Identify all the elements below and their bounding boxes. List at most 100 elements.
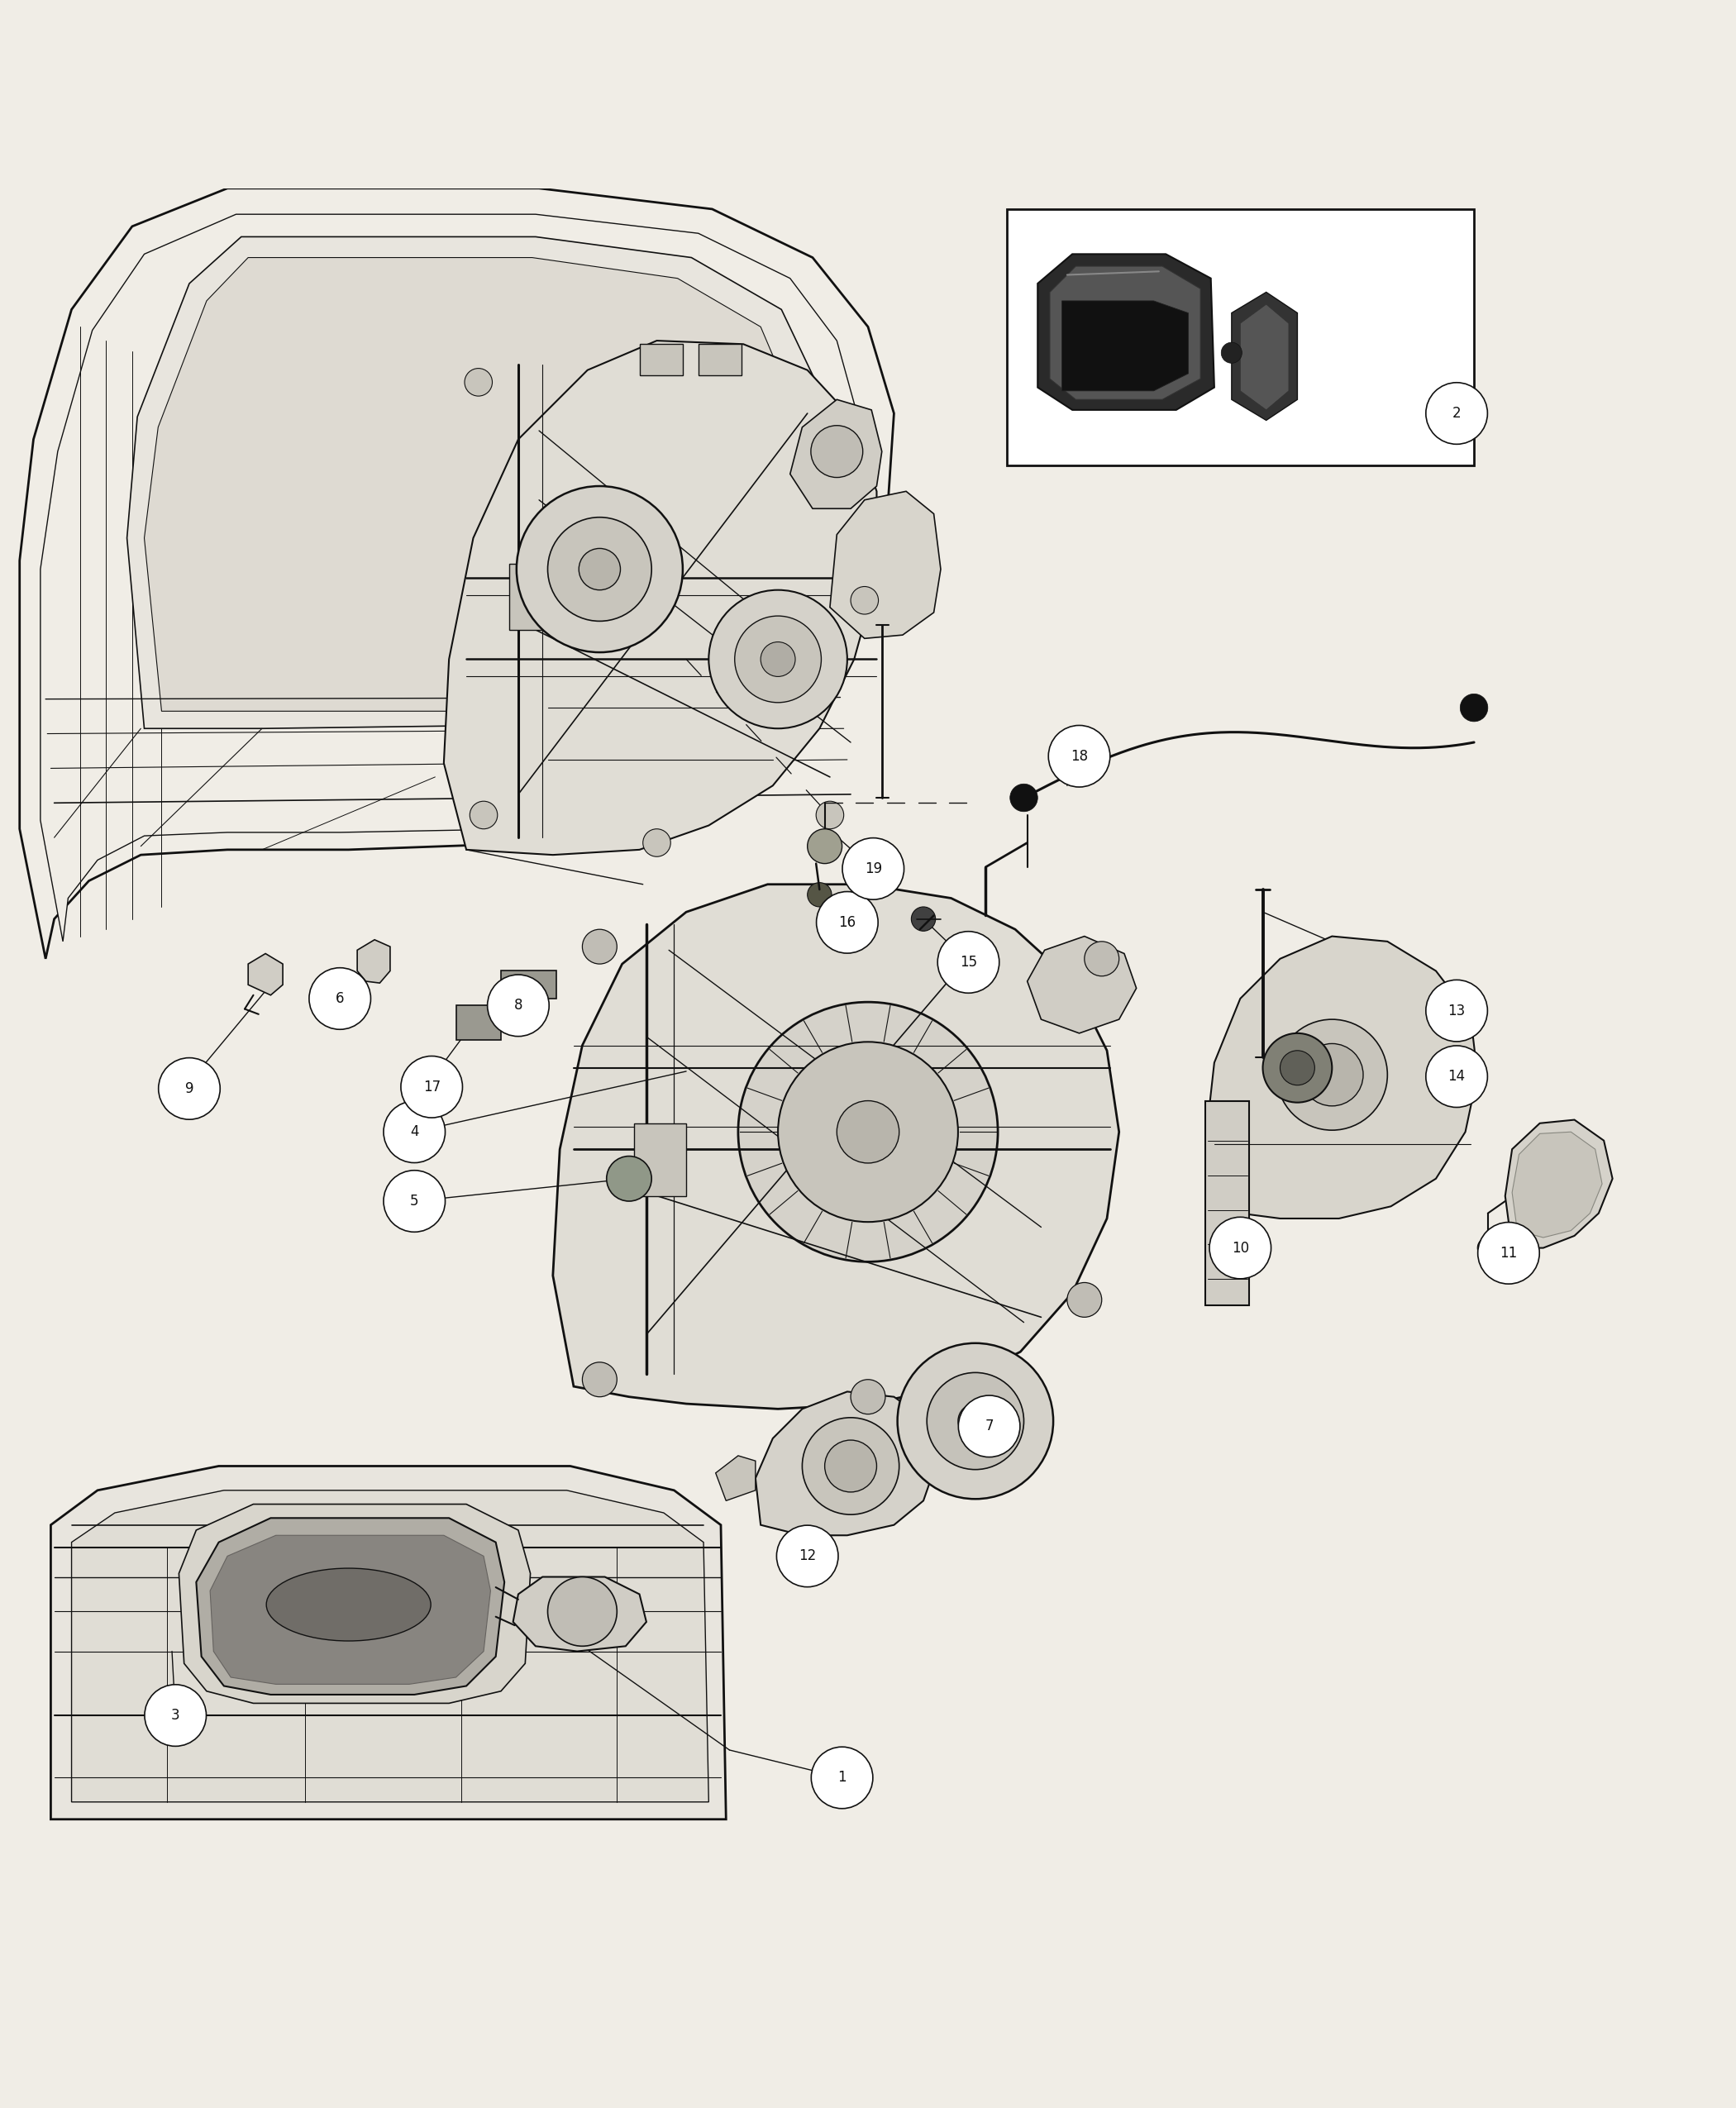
Circle shape bbox=[708, 590, 847, 729]
Circle shape bbox=[465, 369, 493, 396]
Polygon shape bbox=[552, 885, 1120, 1408]
Polygon shape bbox=[210, 1535, 491, 1684]
Circle shape bbox=[927, 1372, 1024, 1469]
Circle shape bbox=[1425, 382, 1488, 445]
Circle shape bbox=[1068, 1282, 1102, 1318]
Circle shape bbox=[802, 1417, 899, 1514]
Circle shape bbox=[1477, 1223, 1540, 1284]
Polygon shape bbox=[127, 236, 816, 729]
Circle shape bbox=[811, 426, 863, 476]
Text: 15: 15 bbox=[960, 955, 977, 970]
Circle shape bbox=[811, 1748, 873, 1809]
Text: 10: 10 bbox=[1231, 1240, 1248, 1256]
Ellipse shape bbox=[266, 1568, 431, 1640]
Polygon shape bbox=[755, 1391, 937, 1535]
Circle shape bbox=[384, 1170, 444, 1231]
Circle shape bbox=[1262, 1033, 1332, 1102]
Polygon shape bbox=[358, 940, 391, 982]
Polygon shape bbox=[1205, 936, 1477, 1218]
Circle shape bbox=[582, 930, 616, 963]
Circle shape bbox=[547, 1577, 616, 1646]
Bar bbox=[1205, 1100, 1248, 1305]
Polygon shape bbox=[1062, 301, 1189, 390]
Polygon shape bbox=[144, 257, 790, 710]
Text: 1: 1 bbox=[838, 1771, 847, 1785]
Polygon shape bbox=[1505, 1119, 1613, 1248]
Bar bbox=[1007, 209, 1474, 466]
Circle shape bbox=[851, 1379, 885, 1414]
Circle shape bbox=[776, 1526, 838, 1587]
Polygon shape bbox=[715, 1457, 755, 1501]
Text: 12: 12 bbox=[799, 1549, 816, 1564]
Circle shape bbox=[309, 968, 372, 1029]
Text: 13: 13 bbox=[1448, 1003, 1465, 1018]
Polygon shape bbox=[514, 1577, 646, 1651]
Bar bbox=[510, 565, 550, 630]
Circle shape bbox=[837, 1100, 899, 1164]
Circle shape bbox=[898, 1343, 1054, 1499]
Circle shape bbox=[1276, 1020, 1387, 1130]
Circle shape bbox=[470, 801, 498, 828]
Circle shape bbox=[606, 1155, 651, 1202]
Text: 2: 2 bbox=[1453, 407, 1462, 422]
Text: 14: 14 bbox=[1448, 1069, 1465, 1084]
Circle shape bbox=[517, 487, 682, 651]
Text: 11: 11 bbox=[1500, 1246, 1517, 1261]
Text: 18: 18 bbox=[1071, 748, 1088, 763]
Polygon shape bbox=[50, 1465, 726, 1819]
Circle shape bbox=[582, 1362, 616, 1398]
Circle shape bbox=[1425, 980, 1488, 1041]
Circle shape bbox=[1425, 1046, 1488, 1107]
Polygon shape bbox=[830, 491, 941, 639]
Polygon shape bbox=[1038, 255, 1213, 409]
Text: 4: 4 bbox=[410, 1124, 418, 1138]
Text: 17: 17 bbox=[424, 1079, 441, 1094]
Text: 5: 5 bbox=[410, 1193, 418, 1208]
Circle shape bbox=[738, 1001, 998, 1263]
Polygon shape bbox=[1050, 266, 1200, 401]
Circle shape bbox=[1460, 694, 1488, 721]
Polygon shape bbox=[179, 1505, 531, 1703]
Circle shape bbox=[1085, 942, 1120, 976]
Circle shape bbox=[851, 586, 878, 613]
Circle shape bbox=[807, 828, 842, 864]
Polygon shape bbox=[1231, 293, 1297, 419]
Text: 3: 3 bbox=[172, 1707, 181, 1722]
Circle shape bbox=[1220, 341, 1241, 363]
Circle shape bbox=[1049, 725, 1109, 786]
Circle shape bbox=[911, 906, 936, 932]
Text: 6: 6 bbox=[335, 991, 344, 1006]
Text: 16: 16 bbox=[838, 915, 856, 930]
Circle shape bbox=[734, 616, 821, 702]
Circle shape bbox=[825, 1440, 877, 1492]
Polygon shape bbox=[790, 401, 882, 508]
Circle shape bbox=[642, 828, 670, 856]
Polygon shape bbox=[248, 953, 283, 995]
Polygon shape bbox=[1512, 1132, 1602, 1237]
Polygon shape bbox=[71, 1490, 708, 1802]
Circle shape bbox=[1279, 1050, 1314, 1086]
Circle shape bbox=[842, 837, 904, 900]
Circle shape bbox=[760, 643, 795, 677]
Circle shape bbox=[816, 892, 878, 953]
Bar bbox=[457, 1006, 502, 1039]
Circle shape bbox=[778, 1041, 958, 1223]
Circle shape bbox=[807, 883, 832, 906]
Bar bbox=[698, 344, 741, 375]
Circle shape bbox=[401, 1056, 462, 1117]
Circle shape bbox=[384, 1100, 444, 1164]
Polygon shape bbox=[444, 341, 877, 856]
Bar bbox=[634, 1124, 686, 1195]
Circle shape bbox=[816, 801, 844, 828]
Circle shape bbox=[158, 1058, 220, 1119]
Polygon shape bbox=[19, 188, 894, 959]
Circle shape bbox=[1300, 1043, 1363, 1107]
Circle shape bbox=[1010, 784, 1038, 812]
Text: 8: 8 bbox=[514, 997, 523, 1014]
Circle shape bbox=[958, 1404, 993, 1438]
Text: 9: 9 bbox=[186, 1081, 194, 1096]
Polygon shape bbox=[1240, 304, 1288, 409]
Circle shape bbox=[488, 974, 549, 1037]
Bar bbox=[639, 344, 682, 375]
Bar bbox=[502, 972, 556, 999]
